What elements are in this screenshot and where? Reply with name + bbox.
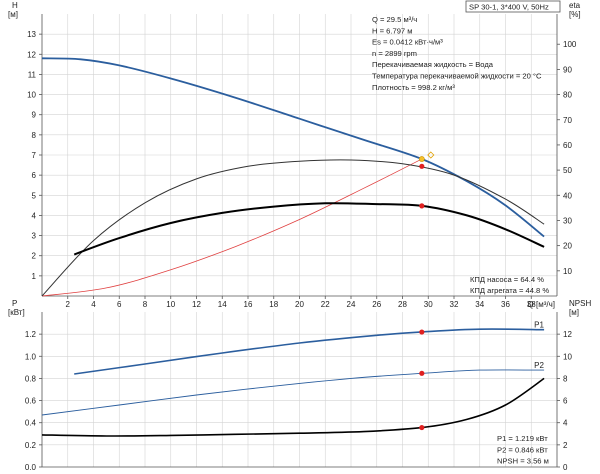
- y-tick-label-left: 0.4: [25, 419, 37, 428]
- duty-point-marker: [427, 151, 435, 159]
- x-tick-label: 8: [143, 300, 148, 309]
- y-tick-label-right: 10: [563, 267, 572, 276]
- x-tick-label: 34: [475, 300, 484, 309]
- series-line-2: [41, 369, 545, 416]
- y-axis-label-left: H: [12, 1, 18, 10]
- x-tick-label: 6: [117, 300, 122, 309]
- y-tick-label-right: 40: [563, 191, 572, 200]
- y-tick-label-right: 80: [563, 91, 572, 100]
- info-line-7: Плотность = 998.2 кг/м³: [372, 83, 455, 92]
- y-tick-label-left: 13: [27, 30, 36, 39]
- y-tick-label-right: 20: [563, 242, 572, 251]
- series-line-1: [41, 57, 545, 238]
- duty-point-3: [419, 203, 425, 209]
- series-label-p1: P1: [534, 321, 544, 330]
- y-tick-label-left: 3: [32, 232, 37, 241]
- series-label-p2: P2: [534, 361, 544, 370]
- power-line-1: P1 = 1.219 кВт: [497, 434, 548, 443]
- y-axis-label-left: P: [12, 299, 17, 308]
- title-box: [465, 0, 561, 13]
- x-axis-label: Q [м³/ч]: [528, 300, 555, 309]
- power-line-3: NPSH = 3.56 м: [497, 457, 549, 466]
- chart-panel-1: H[м] eta[%]: [8, 1, 581, 299]
- y-tick-label-left: 8: [32, 131, 37, 140]
- y-tick-label-right: 90: [563, 65, 572, 74]
- y-tick-label-left: 7: [32, 151, 37, 160]
- x-tick-label: 10: [166, 300, 175, 309]
- info-line-3: Es = 0.0412 кВт·ч/м³: [372, 38, 443, 47]
- y-tick-label-right: 60: [563, 141, 572, 150]
- series-line-4: [73, 202, 545, 256]
- efficiency-line-2: КПД агрегата = 44.8 %: [470, 286, 549, 295]
- x-tick-label: 20: [295, 300, 304, 309]
- info-line-4: n = 2899 rpm: [372, 49, 417, 58]
- y-tick-label-right: 70: [563, 116, 572, 125]
- info-line-1: Q = 29.5 м³/ч: [372, 15, 417, 24]
- y-tick-label-left: 9: [32, 111, 37, 120]
- x-tick-label: 12: [192, 300, 201, 309]
- duty-point-1: [418, 156, 425, 162]
- y-tick-label-right: 0: [563, 463, 568, 472]
- x-tick-label: 26: [372, 300, 381, 309]
- y-tick-label-left: 11: [28, 70, 37, 79]
- info-line-6: Температура перекачиваемой жидкости = 20…: [372, 72, 542, 81]
- y-tick-label-right: 50: [563, 166, 572, 175]
- y-tick-label-left: 1.0: [25, 352, 37, 361]
- y-tick-label-right: 2: [563, 441, 568, 450]
- x-tick-label: 22: [321, 300, 330, 309]
- power-line-2: P2 = 0.846 кВт: [497, 445, 548, 454]
- x-tick-label: 16: [244, 300, 253, 309]
- chart-panel-2: P[кВт] NPSH[м] P1 P2: [8, 299, 591, 468]
- info-line-2: H = 6.797 м: [372, 26, 412, 35]
- y-tick-label-right: 30: [563, 216, 572, 225]
- y-axis-label-right: eta: [569, 1, 581, 10]
- y-axis-unit-right: [%]: [569, 10, 581, 19]
- x-tick-label: 30: [424, 300, 433, 309]
- y-tick-label-left: 1: [32, 272, 37, 281]
- y-axis-unit-left: [м]: [8, 10, 18, 19]
- series-line-3: [41, 159, 545, 297]
- series-line-1: [74, 328, 545, 375]
- y-tick-label-left: 6: [32, 171, 37, 180]
- title-box-text: SP 30-1, 3*400 V, 50Hz: [469, 3, 549, 12]
- x-tick-label: 32: [450, 300, 459, 309]
- y-tick-label-right: 6: [563, 397, 568, 406]
- y-tick-label-left: 12: [27, 50, 36, 59]
- x-tick-label: 18: [269, 300, 278, 309]
- y-tick-label-left: 5: [32, 191, 37, 200]
- x-tick-label: 4: [91, 300, 96, 309]
- y-tick-label-left: 10: [27, 91, 36, 100]
- y-tick-label-right: 4: [563, 419, 568, 428]
- duty-point-1: [419, 329, 425, 335]
- x-tick-label: 2: [66, 300, 71, 309]
- y-tick-label-left: 0.0: [25, 463, 37, 472]
- y-tick-label-left: 1.2: [25, 330, 37, 339]
- y-tick-label-right: 12: [563, 330, 572, 339]
- y-tick-label-left: 0.8: [25, 374, 37, 383]
- x-tick-label: 24: [347, 300, 356, 309]
- efficiency-line-1: КПД насоса = 64.4 %: [470, 275, 544, 284]
- series-line-2: [41, 158, 422, 297]
- duty-point-2: [419, 370, 425, 376]
- y-axis-unit-right: [м]: [569, 308, 579, 317]
- y-tick-label-right: 8: [563, 374, 568, 383]
- y-tick-label-left: 4: [32, 211, 37, 220]
- y-tick-label-right: 10: [563, 352, 572, 361]
- series-line-3: [41, 377, 545, 437]
- y-tick-label-left: 0.6: [25, 397, 37, 406]
- x-tick-label: 36: [501, 300, 510, 309]
- duty-point-3: [419, 424, 425, 431]
- x-tick-label: 28: [398, 300, 407, 309]
- y-tick-label-left: 0.2: [25, 441, 37, 450]
- info-line-5: Перекачиваемая жидкость = Вода: [372, 60, 494, 69]
- y-tick-label-right: 100: [563, 40, 577, 49]
- y-axis-label-right: NPSH: [569, 299, 591, 308]
- y-tick-label-left: 2: [32, 252, 37, 261]
- duty-point-2: [419, 163, 425, 169]
- x-tick-label: 14: [218, 300, 227, 309]
- x-tick-label: 38: [527, 300, 536, 309]
- y-axis-unit-left: [кВт]: [8, 308, 25, 317]
